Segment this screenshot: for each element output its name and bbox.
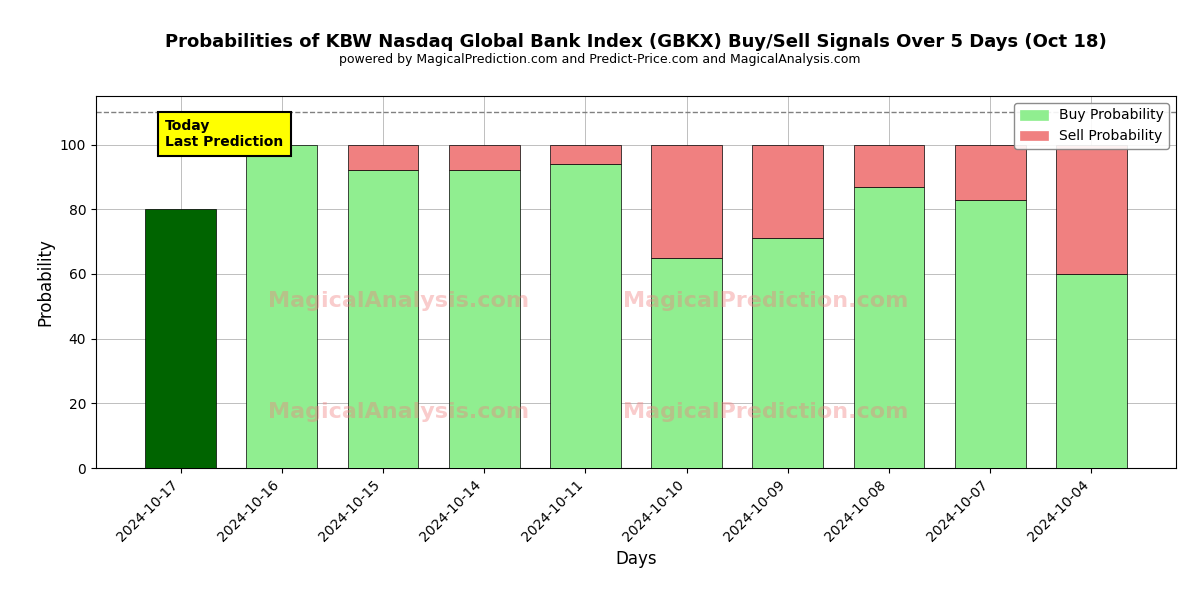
Bar — [246, 145, 317, 468]
Bar — [145, 209, 216, 468]
Bar — [853, 187, 924, 468]
Bar — [348, 145, 419, 170]
Bar — [752, 145, 823, 238]
Bar — [449, 145, 520, 170]
Y-axis label: Probability: Probability — [36, 238, 54, 326]
Bar — [752, 238, 823, 468]
Text: MagicalPrediction.com: MagicalPrediction.com — [623, 402, 908, 422]
Text: MagicalAnalysis.com: MagicalAnalysis.com — [268, 402, 529, 422]
Bar — [1056, 145, 1127, 274]
Bar — [348, 170, 419, 468]
Text: powered by MagicalPrediction.com and Predict-Price.com and MagicalAnalysis.com: powered by MagicalPrediction.com and Pre… — [340, 53, 860, 66]
Bar — [652, 145, 722, 258]
Text: MagicalAnalysis.com: MagicalAnalysis.com — [268, 290, 529, 311]
Bar — [955, 145, 1026, 200]
Text: Today
Last Prediction: Today Last Prediction — [166, 119, 283, 149]
Bar — [449, 170, 520, 468]
X-axis label: Days: Days — [616, 550, 656, 568]
Bar — [955, 200, 1026, 468]
Bar — [550, 145, 620, 164]
Bar — [652, 258, 722, 468]
Bar — [853, 145, 924, 187]
Bar — [550, 164, 620, 468]
Bar — [1056, 274, 1127, 468]
Text: MagicalPrediction.com: MagicalPrediction.com — [623, 290, 908, 311]
Legend: Buy Probability, Sell Probability: Buy Probability, Sell Probability — [1014, 103, 1169, 149]
Title: Probabilities of KBW Nasdaq Global Bank Index (GBKX) Buy/Sell Signals Over 5 Day: Probabilities of KBW Nasdaq Global Bank … — [166, 34, 1106, 52]
